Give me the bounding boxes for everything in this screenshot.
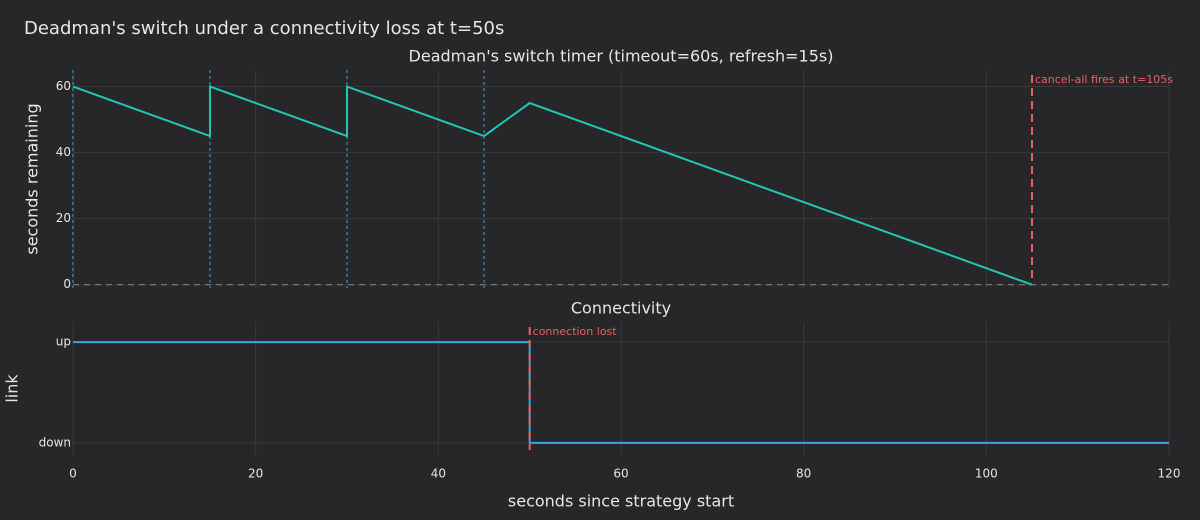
- x-tick-label: 80: [796, 467, 811, 481]
- x-tick-label: 0: [69, 467, 77, 481]
- subplot-title: Deadman's switch timer (timeout=60s, ref…: [409, 47, 834, 66]
- x-tick-label: 60: [613, 467, 628, 481]
- y-axis-label: seconds remaining: [23, 103, 42, 254]
- event-annotation: cancel-all fires at t=105s: [1035, 73, 1173, 86]
- y-tick-label: 20: [56, 211, 71, 225]
- x-axis-label: seconds since strategy start: [508, 492, 734, 511]
- x-tick-label: 100: [975, 467, 998, 481]
- chart-title: Deadman's switch under a connectivity lo…: [24, 18, 504, 39]
- line: [72, 85, 1033, 286]
- subplot-title: Connectivity: [571, 299, 671, 318]
- y-tick-label: down: [39, 435, 71, 449]
- x-tick-label: 40: [431, 467, 446, 481]
- y-tick-label: 40: [56, 145, 71, 159]
- y-tick-label: 60: [56, 79, 71, 93]
- x-tick-label: 120: [1158, 467, 1181, 481]
- y-tick-label: 0: [63, 277, 71, 291]
- y-tick-label: up: [56, 335, 71, 349]
- x-tick-label: 20: [248, 467, 263, 481]
- event-annotation: connection lost: [533, 325, 618, 338]
- y-axis-label: link: [3, 374, 22, 403]
